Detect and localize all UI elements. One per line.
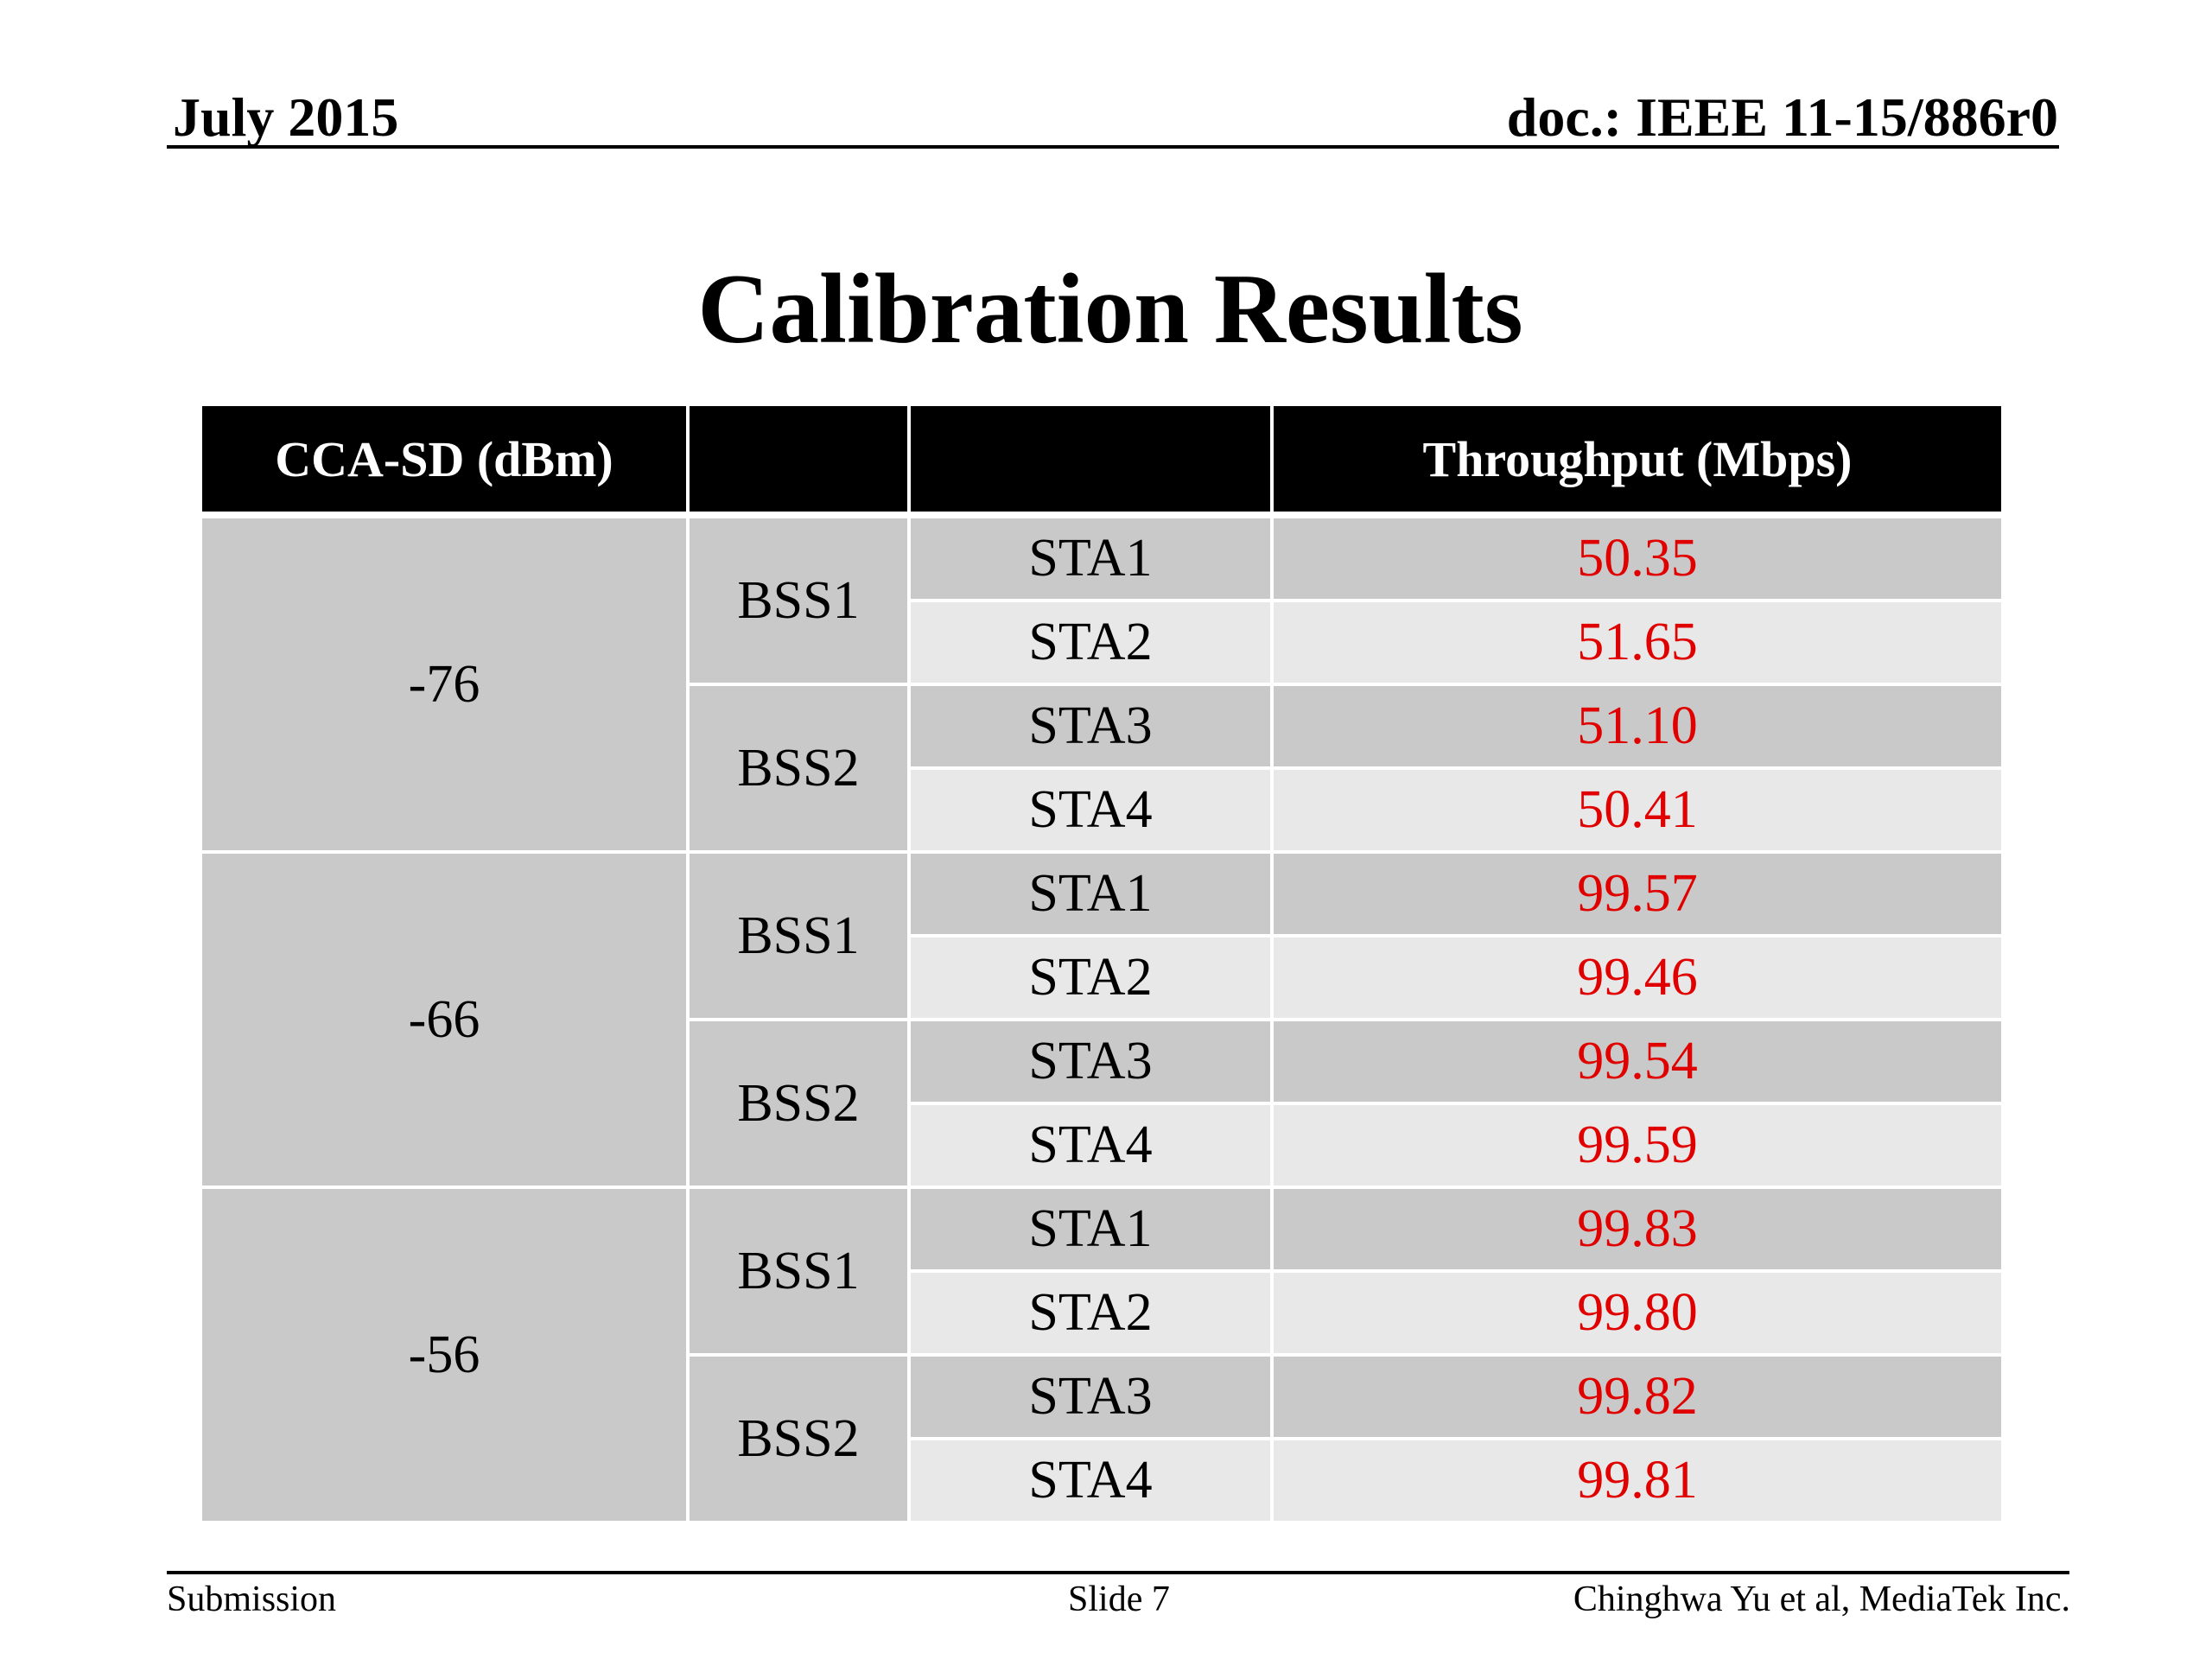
header-divider xyxy=(167,145,2059,149)
table-row: BSS2 STA3 99.82 xyxy=(202,1357,2001,1524)
cca-cell: -56 xyxy=(202,1189,690,1524)
throughput-cell: 99.54 xyxy=(1274,1021,2001,1105)
results-table: CCA-SD (dBm) Throughput (Mbps) -76 BSS1 … xyxy=(202,406,2001,1524)
throughput-cell: 99.81 xyxy=(1274,1440,2001,1524)
cca-cell: -76 xyxy=(202,518,690,854)
throughput-cell: 51.65 xyxy=(1274,602,2001,686)
sta-cell: STA1 xyxy=(911,1189,1274,1273)
sta-cell: STA2 xyxy=(911,602,1274,686)
table-row: STA4 99.81 xyxy=(202,1440,2001,1524)
sta-cell: STA3 xyxy=(911,1021,1274,1105)
throughput-cell: 99.59 xyxy=(1274,1105,2001,1189)
sta-cell: STA4 xyxy=(911,770,1274,854)
table-header-row: CCA-SD (dBm) Throughput (Mbps) xyxy=(202,406,2001,518)
bss-cell: BSS2 xyxy=(690,686,911,854)
sta-cell: STA2 xyxy=(911,938,1274,1021)
table-row: STA2 99.80 xyxy=(202,1273,2001,1357)
throughput-cell: 99.80 xyxy=(1274,1273,2001,1357)
bss-cell: BSS1 xyxy=(690,1189,911,1357)
table-row: -56 BSS1 STA1 99.83 xyxy=(202,1189,2001,1524)
header-cca-sd: CCA-SD (dBm) xyxy=(202,406,690,518)
throughput-cell: 51.10 xyxy=(1274,686,2001,770)
footer-slide-number: Slide 7 xyxy=(1068,1580,1170,1619)
footer-divider xyxy=(167,1571,2069,1574)
table-row: -66 BSS1 STA1 99.57 xyxy=(202,854,2001,1189)
bss-cell: BSS2 xyxy=(690,1357,911,1524)
sta-cell: STA3 xyxy=(911,1357,1274,1440)
footer-author: Chinghwa Yu et al, MediaTek Inc. xyxy=(1573,1580,2070,1619)
throughput-cell: 50.41 xyxy=(1274,770,2001,854)
throughput-cell: 50.35 xyxy=(1274,518,2001,602)
table-row: STA2 99.46 xyxy=(202,938,2001,1021)
throughput-cell: 99.82 xyxy=(1274,1357,2001,1440)
table-row: BSS2 STA3 51.10 xyxy=(202,686,2001,854)
header-doc-id: doc.: IEEE 11-15/886r0 xyxy=(1506,86,2058,148)
header-bss xyxy=(690,406,911,518)
sta-cell: STA4 xyxy=(911,1440,1274,1524)
bss-cell: BSS1 xyxy=(690,518,911,686)
bss-cell: BSS2 xyxy=(690,1021,911,1189)
table-row: STA4 99.59 xyxy=(202,1105,2001,1189)
sta-cell: STA1 xyxy=(911,854,1274,938)
throughput-cell: 99.46 xyxy=(1274,938,2001,1021)
bss-cell: BSS1 xyxy=(690,854,911,1021)
table-row: STA2 51.65 xyxy=(202,602,2001,686)
header-sta xyxy=(911,406,1274,518)
footer-submission: Submission xyxy=(167,1580,337,1619)
sta-cell: STA1 xyxy=(911,518,1274,602)
sta-cell: STA2 xyxy=(911,1273,1274,1357)
table-row: -76 BSS1 STA1 50.35 xyxy=(202,518,2001,854)
slide-title: Calibration Results xyxy=(697,254,1523,364)
header-throughput: Throughput (Mbps) xyxy=(1274,406,2001,518)
table-row: STA4 50.41 xyxy=(202,770,2001,854)
throughput-cell: 99.83 xyxy=(1274,1189,2001,1273)
throughput-cell: 99.57 xyxy=(1274,854,2001,938)
table-row: BSS2 STA3 99.54 xyxy=(202,1021,2001,1189)
cca-cell: -66 xyxy=(202,854,690,1189)
sta-cell: STA4 xyxy=(911,1105,1274,1189)
sta-cell: STA3 xyxy=(911,686,1274,770)
header-date: July 2015 xyxy=(173,86,399,148)
